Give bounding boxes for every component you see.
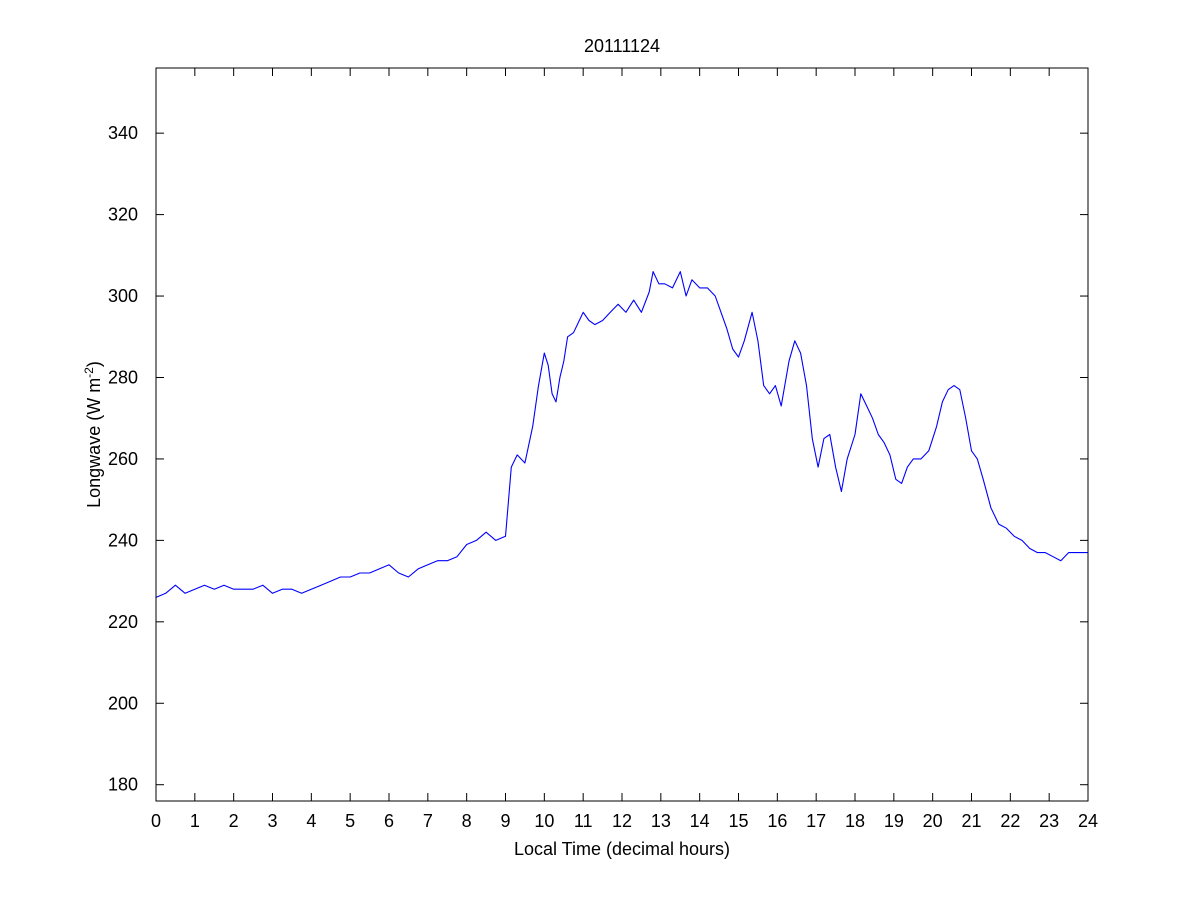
y-tick-label: 200 (108, 693, 138, 713)
x-tick-label: 13 (651, 811, 671, 831)
x-tick-label: 14 (690, 811, 710, 831)
data-layer (155, 271, 1088, 598)
y-tick-label: 280 (108, 367, 138, 387)
series-line (155, 271, 1088, 598)
x-tick-label: 15 (728, 811, 748, 831)
x-tick-label: 11 (574, 811, 593, 831)
y-tick-label: 220 (108, 612, 138, 632)
x-tick-label: 10 (534, 811, 554, 831)
x-tick-label: 23 (1039, 811, 1059, 831)
y-tick-label: 240 (108, 530, 138, 550)
x-tick-label: 17 (806, 811, 826, 831)
x-tick-label: 20 (923, 811, 943, 831)
plot-area (156, 68, 1088, 801)
x-tick-label: 2 (229, 811, 239, 831)
x-tick-label: 22 (1000, 811, 1020, 831)
x-tick-label: 16 (767, 811, 787, 831)
x-tick-label: 1 (190, 811, 200, 831)
x-tick-label: 19 (884, 811, 904, 831)
y-axis-label-text: Longwave (W m (84, 378, 104, 508)
x-tick-label: 12 (612, 811, 632, 831)
x-tick-label: 5 (345, 811, 355, 831)
y-tick-label: 300 (108, 286, 138, 306)
y-tick-label: 320 (108, 205, 138, 225)
x-axis-label: Local Time (decimal hours) (514, 839, 730, 859)
x-tick-label: 21 (961, 811, 981, 831)
x-tick-label: 3 (267, 811, 277, 831)
y-axis-label-superscript: -2 (82, 367, 96, 378)
y-axis-label-suffix: ) (84, 361, 104, 367)
y-axis-label: Longwave (W m-2) (82, 361, 104, 508)
x-tick-label: 9 (500, 811, 510, 831)
y-tick-label: 180 (108, 775, 138, 795)
x-tick-label: 4 (306, 811, 316, 831)
x-tick-label: 0 (151, 811, 161, 831)
y-tick-label: 260 (108, 449, 138, 469)
y-tick-label: 340 (108, 123, 138, 143)
x-tick-label: 24 (1078, 811, 1098, 831)
x-tick-label: 7 (423, 811, 433, 831)
x-tick-label: 8 (462, 811, 472, 831)
x-tick-label: 6 (384, 811, 394, 831)
chart-title: 20111124 (584, 36, 660, 56)
x-tick-label: 18 (845, 811, 865, 831)
tick-layer: 0 1 2 3 4 5 6 7 8 9 10 11 12 13 14 15 16 17 18 19 20 21 22 23 24… (108, 68, 1098, 831)
